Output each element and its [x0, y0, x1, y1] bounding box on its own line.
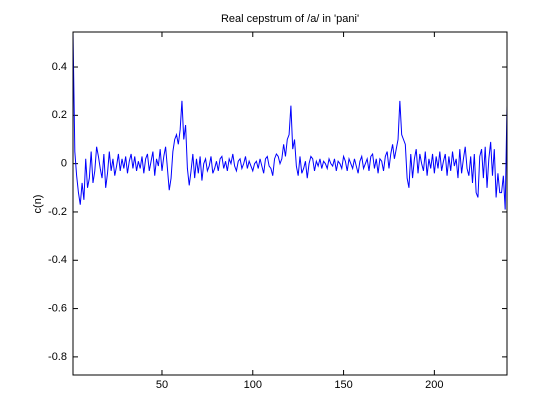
y-tick-label: 0.4 — [52, 61, 67, 73]
y-tick-label: -0.2 — [48, 206, 67, 218]
x-tick-label: 200 — [425, 379, 443, 391]
y-tick-label: -0.6 — [48, 302, 67, 314]
y-tick-label: 0 — [61, 158, 67, 170]
data-line — [73, 32, 507, 210]
y-tick-label: -0.4 — [48, 254, 67, 266]
x-tick-label: 50 — [156, 379, 168, 391]
x-tick-label: 100 — [244, 379, 262, 391]
x-tick-label: 150 — [334, 379, 352, 391]
chart-title: Real cepstrum of /a/ in 'pani' — [221, 13, 359, 25]
axes-box — [72, 31, 508, 376]
y-tick-label: -0.8 — [48, 351, 67, 363]
y-axis-label: c(n) — [32, 195, 44, 214]
y-tick-label: 0.2 — [52, 109, 67, 121]
